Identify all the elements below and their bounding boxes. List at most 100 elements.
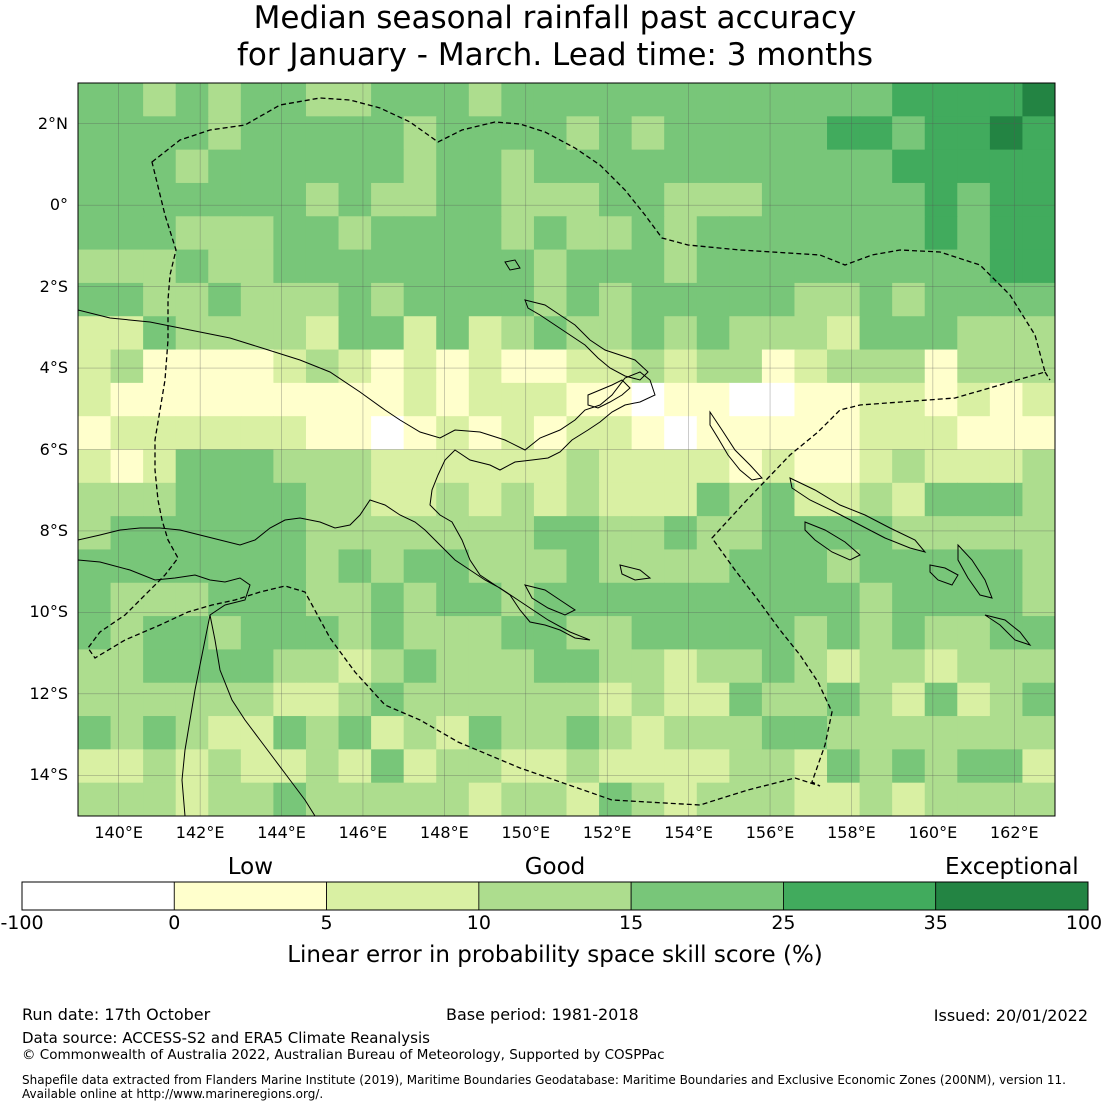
lon-tick-label: 158°E bbox=[827, 823, 876, 842]
grid-cell bbox=[859, 182, 893, 217]
lon-tick-label: 162°E bbox=[989, 823, 1039, 842]
grid-cell bbox=[989, 116, 1024, 151]
grid-cell bbox=[924, 316, 958, 351]
grid-cell bbox=[827, 616, 861, 651]
grid-cell bbox=[859, 749, 893, 784]
grid-cell bbox=[924, 649, 958, 684]
grid-cell bbox=[110, 616, 144, 651]
colorbar-bin bbox=[478, 881, 632, 911]
grid-cell bbox=[924, 482, 958, 517]
grid-cell bbox=[794, 549, 828, 584]
grid-cell bbox=[208, 782, 242, 816]
lat-tick-label: 12°S bbox=[29, 683, 68, 703]
grid-cell bbox=[533, 549, 568, 584]
grid-cell bbox=[78, 616, 112, 651]
grid-cell bbox=[827, 83, 861, 117]
grid-cell bbox=[664, 616, 698, 651]
lon-tick-label: 142°E bbox=[175, 823, 225, 842]
grid-cell bbox=[338, 382, 372, 417]
colorbar-bin bbox=[783, 881, 937, 911]
grid-cell bbox=[566, 782, 600, 816]
grid-cell bbox=[566, 449, 600, 484]
grid-cell bbox=[501, 316, 535, 351]
grid-cell bbox=[501, 649, 535, 684]
grid-cell bbox=[273, 349, 307, 384]
dentrecasteaux-coastline bbox=[619, 564, 652, 581]
grid-cell bbox=[729, 282, 763, 317]
grid-cell bbox=[1022, 116, 1055, 151]
grid-cell bbox=[78, 382, 112, 417]
grid-cell bbox=[110, 83, 144, 117]
lat-tick-label: 6°S bbox=[39, 439, 68, 459]
grid-cell bbox=[631, 549, 665, 584]
grid-cell bbox=[957, 216, 991, 251]
grid-cell bbox=[989, 482, 1024, 517]
grid-cell bbox=[957, 83, 991, 117]
grid-cell bbox=[631, 382, 665, 417]
grid-cell bbox=[892, 449, 926, 484]
grid-cell bbox=[273, 482, 307, 517]
grid-cell bbox=[143, 249, 177, 284]
grid-cell bbox=[827, 116, 861, 151]
grid-cell bbox=[761, 416, 796, 451]
grid-cell bbox=[501, 249, 535, 284]
grid-cell bbox=[436, 682, 470, 717]
grid-cell bbox=[338, 182, 372, 217]
grid-cell bbox=[533, 416, 568, 451]
grid-cell bbox=[143, 749, 177, 784]
grid-cell bbox=[208, 116, 242, 151]
grid-cell bbox=[436, 482, 470, 517]
grid-cell bbox=[371, 216, 405, 251]
lon-tick-label: 146°E bbox=[338, 823, 388, 842]
grid-cell bbox=[175, 416, 209, 451]
grid-cell bbox=[989, 149, 1024, 184]
grid-cell bbox=[566, 116, 600, 151]
grid-cell bbox=[371, 449, 405, 484]
grid-cell bbox=[924, 749, 958, 784]
grid-cell bbox=[436, 716, 470, 750]
grid-cell bbox=[436, 582, 470, 617]
grid-cell bbox=[468, 216, 502, 251]
grid-cell bbox=[273, 382, 307, 417]
grid-cell bbox=[240, 382, 274, 417]
grid-cell bbox=[110, 749, 144, 784]
grid-cell bbox=[403, 316, 437, 351]
grid-cell bbox=[533, 249, 568, 284]
grid-cell bbox=[533, 182, 568, 217]
grid-cell bbox=[403, 682, 437, 717]
grid-cell bbox=[892, 416, 926, 451]
grid-cell bbox=[859, 382, 893, 417]
grid-cell bbox=[859, 216, 893, 251]
grid-cell bbox=[143, 716, 177, 750]
grid-cell bbox=[924, 349, 958, 384]
grid-cell bbox=[371, 182, 405, 217]
grid-cell bbox=[794, 649, 828, 684]
grid-cell bbox=[240, 216, 274, 251]
grid-cell bbox=[273, 216, 307, 251]
grid-cell bbox=[761, 116, 796, 151]
grid-cell bbox=[110, 449, 144, 484]
grid-cell bbox=[859, 149, 893, 184]
grid-cell bbox=[110, 649, 144, 684]
grid-cell bbox=[761, 582, 796, 617]
grid-cell bbox=[957, 116, 991, 151]
new-guinea-coastline bbox=[78, 309, 656, 641]
grid-cell bbox=[371, 616, 405, 651]
grid-cell bbox=[78, 782, 112, 816]
grid-cell bbox=[436, 182, 470, 217]
grid-cell bbox=[1022, 516, 1055, 551]
grid-cell bbox=[892, 516, 926, 551]
grid-cell bbox=[240, 649, 274, 684]
grid-cell bbox=[338, 449, 372, 484]
grid-cell bbox=[338, 549, 372, 584]
colorbar-label: Linear error in probability space skill … bbox=[287, 942, 823, 968]
grid-cell bbox=[761, 716, 796, 750]
grid-cell bbox=[599, 316, 633, 351]
grid-cell bbox=[1022, 749, 1055, 784]
grid-cell bbox=[338, 316, 372, 351]
grid-cell bbox=[175, 782, 209, 816]
grid-cell bbox=[794, 216, 828, 251]
grid-cell bbox=[761, 282, 796, 317]
grid-cell bbox=[599, 83, 633, 117]
grid-cell bbox=[729, 482, 763, 517]
